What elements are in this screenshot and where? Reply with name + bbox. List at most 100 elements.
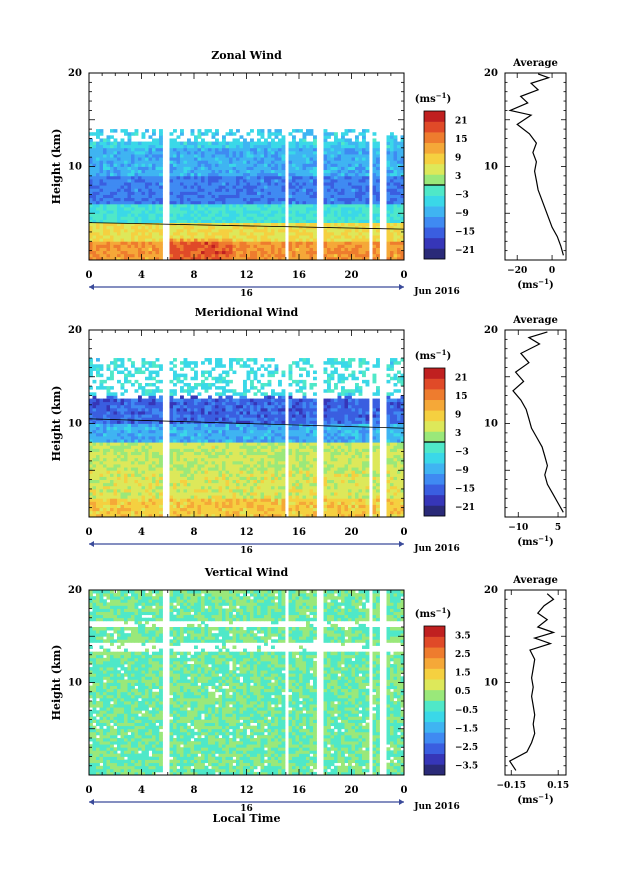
heatmap-cell xyxy=(145,238,149,242)
heatmap-cell xyxy=(306,250,310,255)
heatmap-cell xyxy=(302,135,307,139)
heatmap-cell xyxy=(365,150,370,155)
heatmap-cell xyxy=(211,432,216,437)
heatmap-cell xyxy=(127,379,132,384)
heatmap-cell xyxy=(351,194,356,199)
heatmap-cell xyxy=(134,510,139,515)
heatmap-cell xyxy=(271,216,275,220)
heatmap-cell xyxy=(365,141,370,146)
heatmap-cell xyxy=(117,247,121,252)
heatmap-cell xyxy=(225,197,230,202)
heatmap-cell xyxy=(92,476,97,480)
heatmap-cell xyxy=(103,501,107,505)
heatmap-cell xyxy=(169,482,174,487)
heatmap-cell xyxy=(138,426,142,431)
heatmap-cell xyxy=(306,247,310,252)
heatmap-cell xyxy=(96,364,100,368)
heatmap-cell xyxy=(173,210,177,214)
heatmap-cell xyxy=(229,144,233,149)
heatmap-cell xyxy=(257,250,261,255)
heatmap-cell xyxy=(260,154,265,158)
heatmap-cell xyxy=(96,488,100,493)
heatmap-cell xyxy=(260,207,265,211)
heatmap-cell xyxy=(155,213,160,217)
heatmap-cell xyxy=(215,231,219,236)
colorbar-segment xyxy=(424,206,445,218)
heatmap-cell xyxy=(211,417,216,421)
heatmap-cell xyxy=(201,454,205,459)
heatmap-cell xyxy=(208,228,212,233)
heatmap-cell xyxy=(117,464,121,468)
heatmap-cell xyxy=(341,182,345,186)
heatmap-cell xyxy=(120,488,125,493)
heatmap-cell xyxy=(127,172,132,177)
heatmap-cell xyxy=(145,185,149,189)
heatmap-cell xyxy=(278,203,282,208)
heatmap-cell xyxy=(159,457,163,462)
heatmap-cell xyxy=(229,166,233,171)
heatmap-cell xyxy=(253,191,258,195)
heatmap-cell xyxy=(239,213,244,217)
heatmap-cell xyxy=(127,197,132,202)
heatmap-cell xyxy=(92,241,97,245)
heatmap-cell xyxy=(222,138,226,142)
heatmap-cell xyxy=(117,473,121,477)
heatmap-cell xyxy=(236,241,240,245)
heatmap-cell xyxy=(372,197,377,202)
heatmap-cell xyxy=(190,361,195,365)
heatmap-cell xyxy=(194,241,198,245)
heatmap-cell xyxy=(134,429,139,434)
heatmap-cell xyxy=(397,172,401,177)
heatmap-cell xyxy=(152,398,156,403)
heatmap-cell xyxy=(141,150,146,155)
heatmap-cell xyxy=(239,235,244,239)
heatmap-cell xyxy=(92,498,97,502)
heatmap-cell xyxy=(110,253,114,258)
heatmap-cell xyxy=(302,225,307,230)
heatmap-cell xyxy=(110,147,114,152)
heatmap-cell xyxy=(120,501,125,505)
heatmap-cell xyxy=(152,200,156,205)
heatmap-cell xyxy=(173,182,177,186)
heatmap-cell xyxy=(187,228,191,233)
heatmap-cell xyxy=(194,470,198,474)
heatmap-cell xyxy=(197,169,202,174)
heatmap-cell xyxy=(201,163,205,167)
heatmap-cell xyxy=(141,414,146,418)
heatmap-cell xyxy=(183,358,188,362)
heatmap-cell xyxy=(257,147,261,152)
heatmap-cell xyxy=(355,244,359,248)
heatmap-cell xyxy=(183,432,188,437)
heatmap-cell xyxy=(323,213,328,217)
heatmap-cell xyxy=(99,473,104,477)
heatmap-cell xyxy=(141,470,146,474)
heatmap-cell xyxy=(197,482,202,487)
heatmap-cell xyxy=(152,222,156,227)
heatmap-cell xyxy=(187,485,191,490)
heatmap-cell xyxy=(127,238,132,242)
heatmap-cell xyxy=(390,238,394,242)
heatmap-cell xyxy=(267,163,272,167)
heatmap-cell xyxy=(264,147,268,152)
heatmap-cell xyxy=(194,250,198,255)
heatmap-cell xyxy=(204,235,209,239)
heatmap-cell xyxy=(246,253,251,258)
heatmap-cell xyxy=(131,398,135,403)
heatmap-cell xyxy=(131,163,135,167)
heatmap-cell xyxy=(204,507,209,512)
heatmap-cell xyxy=(169,138,174,142)
heatmap-cell xyxy=(323,138,328,142)
heatmap-cell xyxy=(239,207,244,211)
heatmap-cell xyxy=(131,225,135,230)
heatmap-cell xyxy=(309,154,314,158)
heatmap-cell xyxy=(218,244,223,248)
heatmap-cell xyxy=(208,129,212,133)
heatmap-cell xyxy=(159,460,163,465)
heatmap-cell xyxy=(187,464,191,468)
heatmap-cell xyxy=(295,247,300,252)
heatmap-cell xyxy=(187,235,191,239)
heatmap-cell xyxy=(106,507,111,512)
heatmap-cell xyxy=(89,426,93,431)
heatmap-cell xyxy=(183,216,188,220)
heatmap-cell xyxy=(131,247,135,252)
